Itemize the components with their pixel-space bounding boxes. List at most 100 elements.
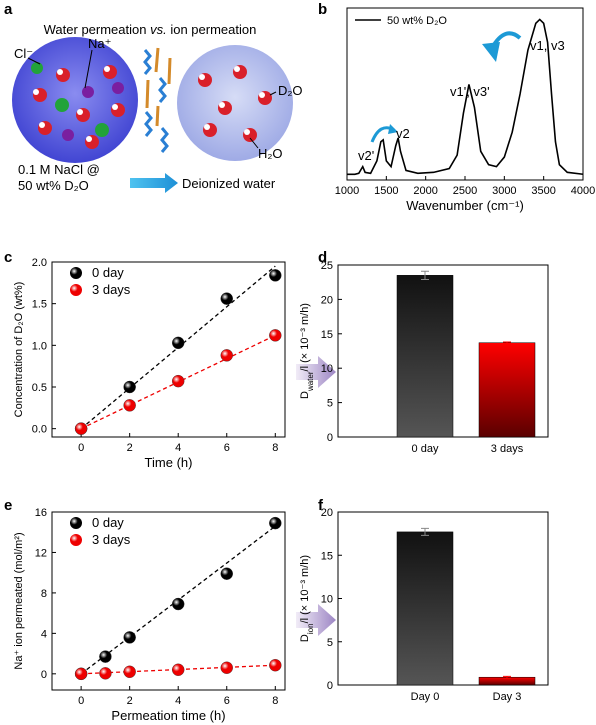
y-tick-label: 0.0 [32, 424, 47, 436]
legend-marker [70, 284, 82, 296]
text-part: D [299, 634, 311, 642]
x-tick-label: 4000 [571, 185, 595, 197]
data-point [172, 336, 185, 350]
data-point [172, 374, 185, 388]
annotation-arrow [482, 42, 500, 62]
x-tick-label: 2500 [453, 185, 477, 197]
pointer [27, 57, 41, 65]
text-part: vs. [150, 22, 167, 37]
y-tick-label: 15 [321, 329, 333, 341]
y-axis-label: Dwater/l (× 10⁻³ m/h) [299, 303, 315, 399]
panel-letter: d [318, 249, 327, 266]
y-axis-label: Na⁺ ion permeated (mol/m²) [13, 532, 25, 669]
data-point [172, 663, 185, 676]
data-point [269, 516, 282, 530]
legend-marker [70, 267, 82, 279]
x-tick-label: 0 day [412, 443, 439, 455]
x-tick-label: 2000 [413, 185, 437, 197]
x-axis-label: Permeation time (h) [111, 708, 225, 723]
annotation: v1, v3 [530, 38, 565, 53]
y-tick-label: 10 [321, 594, 333, 606]
y-tick-label: 0 [41, 669, 47, 681]
data-point [269, 659, 282, 672]
data-point [123, 631, 136, 644]
x-tick-label: 6 [224, 695, 230, 707]
text-part: ion [306, 623, 315, 634]
text-part: D [299, 391, 311, 399]
legend-label: 3 days [92, 282, 131, 297]
x-axis-label: Time (h) [145, 455, 193, 470]
diagram-label: D₂O [278, 83, 303, 98]
panel-letter: f [318, 497, 324, 514]
transition-arrow [296, 356, 336, 388]
data-point [99, 667, 112, 680]
panel-letter: b [318, 1, 327, 18]
plot-frame [51, 261, 286, 438]
y-axis-label: Dion/l (× 10⁻³ m/h) [299, 555, 315, 642]
y-tick-label: 5 [327, 637, 333, 649]
annotation: v2 [396, 126, 410, 141]
error-bar [421, 270, 429, 280]
x-tick-label: 8 [272, 442, 278, 454]
panel-letter: a [4, 1, 13, 18]
y-tick-label: 1.0 [32, 340, 47, 352]
error-bar [503, 341, 511, 344]
y-tick-label: 0.5 [32, 382, 47, 394]
x-tick-label: 6 [224, 442, 230, 454]
y-tick-label: 12 [35, 547, 47, 559]
x-tick-label: 1500 [374, 185, 398, 197]
text-part: Water permeation [44, 22, 150, 37]
annotation: v2' [358, 148, 374, 163]
legend-label: 50 wt% D₂O [387, 15, 447, 27]
annotation: v1', v3' [450, 84, 490, 99]
bar [396, 531, 454, 686]
y-tick-label: 16 [35, 507, 47, 519]
diagram-label: 0.1 M NaCl @ [18, 162, 100, 177]
x-tick-label: 4 [175, 442, 181, 454]
x-tick-label: Day 3 [493, 691, 522, 703]
x-tick-label: 0 [78, 695, 84, 707]
diagram-label: Na⁺ [88, 36, 111, 51]
y-tick-label: 1.5 [32, 299, 47, 311]
data-point [99, 650, 112, 663]
x-tick-label: 3500 [531, 185, 555, 197]
error-bar [503, 675, 511, 679]
x-tick-label: Day 0 [411, 691, 440, 703]
data-point [220, 349, 233, 362]
panel-letter: c [4, 249, 12, 266]
legend-marker [70, 534, 82, 546]
text-part: water [306, 371, 315, 392]
pointer [249, 137, 259, 149]
y-tick-label: 20 [321, 507, 333, 519]
molecules [31, 62, 272, 149]
data-point [220, 567, 233, 580]
x-tick-label: 0 [78, 442, 84, 454]
y-tick-label: 2.0 [32, 257, 47, 269]
x-axis-label: Wavenumber (cm⁻¹) [406, 198, 524, 213]
flow-arrow [130, 173, 178, 193]
membrane [143, 47, 172, 153]
x-tick-label: 3000 [492, 185, 516, 197]
y-tick-label: 8 [41, 588, 47, 600]
data-point [123, 380, 136, 394]
legend-label: 0 day [92, 265, 124, 280]
y-tick-label: 4 [41, 628, 47, 640]
text-part: /l (× 10⁻³ m/h) [299, 303, 311, 371]
legend-marker [70, 517, 82, 529]
text-part: ion permeation [167, 22, 257, 37]
pointer [84, 49, 93, 89]
product-disk [177, 45, 293, 161]
y-tick-label: 15 [321, 550, 333, 562]
error-bar [421, 527, 429, 536]
y-tick-label: 25 [321, 260, 333, 272]
data-point [269, 329, 282, 342]
data-point [123, 399, 136, 412]
data-point [269, 269, 282, 282]
y-tick-label: 0 [327, 432, 333, 444]
panel-letter: e [4, 497, 12, 514]
data-point [220, 292, 233, 305]
data-point [74, 667, 88, 681]
y-tick-label: 0 [327, 680, 333, 692]
bar [478, 342, 536, 438]
data-point [123, 665, 136, 678]
